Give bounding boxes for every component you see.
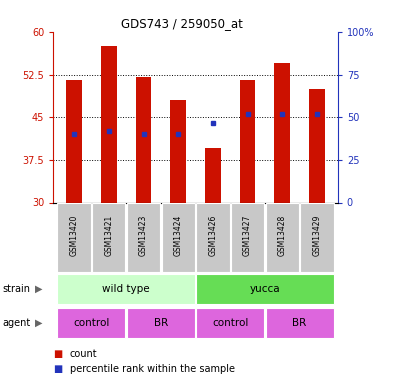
Bar [265,202,299,272]
Bar [101,46,117,202]
Bar [196,308,264,338]
Text: GSM13426: GSM13426 [209,215,217,256]
Bar [196,274,333,304]
Text: ▶: ▶ [35,284,42,294]
Text: control: control [212,318,248,328]
Bar [265,308,333,338]
Text: percentile rank within the sample: percentile rank within the sample [70,364,235,374]
Bar [92,202,126,272]
Text: ▶: ▶ [35,318,42,328]
Bar [196,202,229,272]
Bar [231,202,264,272]
Text: BR: BR [154,318,168,328]
Text: GSM13423: GSM13423 [139,215,148,256]
Text: strain: strain [2,284,30,294]
Bar [275,63,290,202]
Bar [162,202,195,272]
Text: GSM13420: GSM13420 [70,215,79,256]
Bar [58,274,195,304]
Text: control: control [73,318,110,328]
Bar [240,80,255,203]
Text: ■: ■ [53,350,62,359]
Text: agent: agent [2,318,30,328]
Bar [309,89,325,202]
Text: GDS743 / 259050_at: GDS743 / 259050_at [121,17,243,30]
Bar [58,202,91,272]
Text: GSM13421: GSM13421 [104,215,113,256]
Bar [205,148,221,202]
Bar [66,80,82,203]
Bar [58,308,126,338]
Bar [127,202,160,272]
Text: GSM13429: GSM13429 [312,215,322,256]
Text: BR: BR [292,318,307,328]
Text: count: count [70,350,98,359]
Text: ■: ■ [53,364,62,374]
Text: GSM13424: GSM13424 [174,215,182,256]
Text: GSM13427: GSM13427 [243,215,252,256]
Text: wild type: wild type [102,284,150,294]
Bar [300,202,333,272]
Bar [136,77,151,203]
Bar [170,100,186,202]
Text: yucca: yucca [250,284,280,294]
Text: GSM13428: GSM13428 [278,215,287,256]
Bar [127,308,195,338]
